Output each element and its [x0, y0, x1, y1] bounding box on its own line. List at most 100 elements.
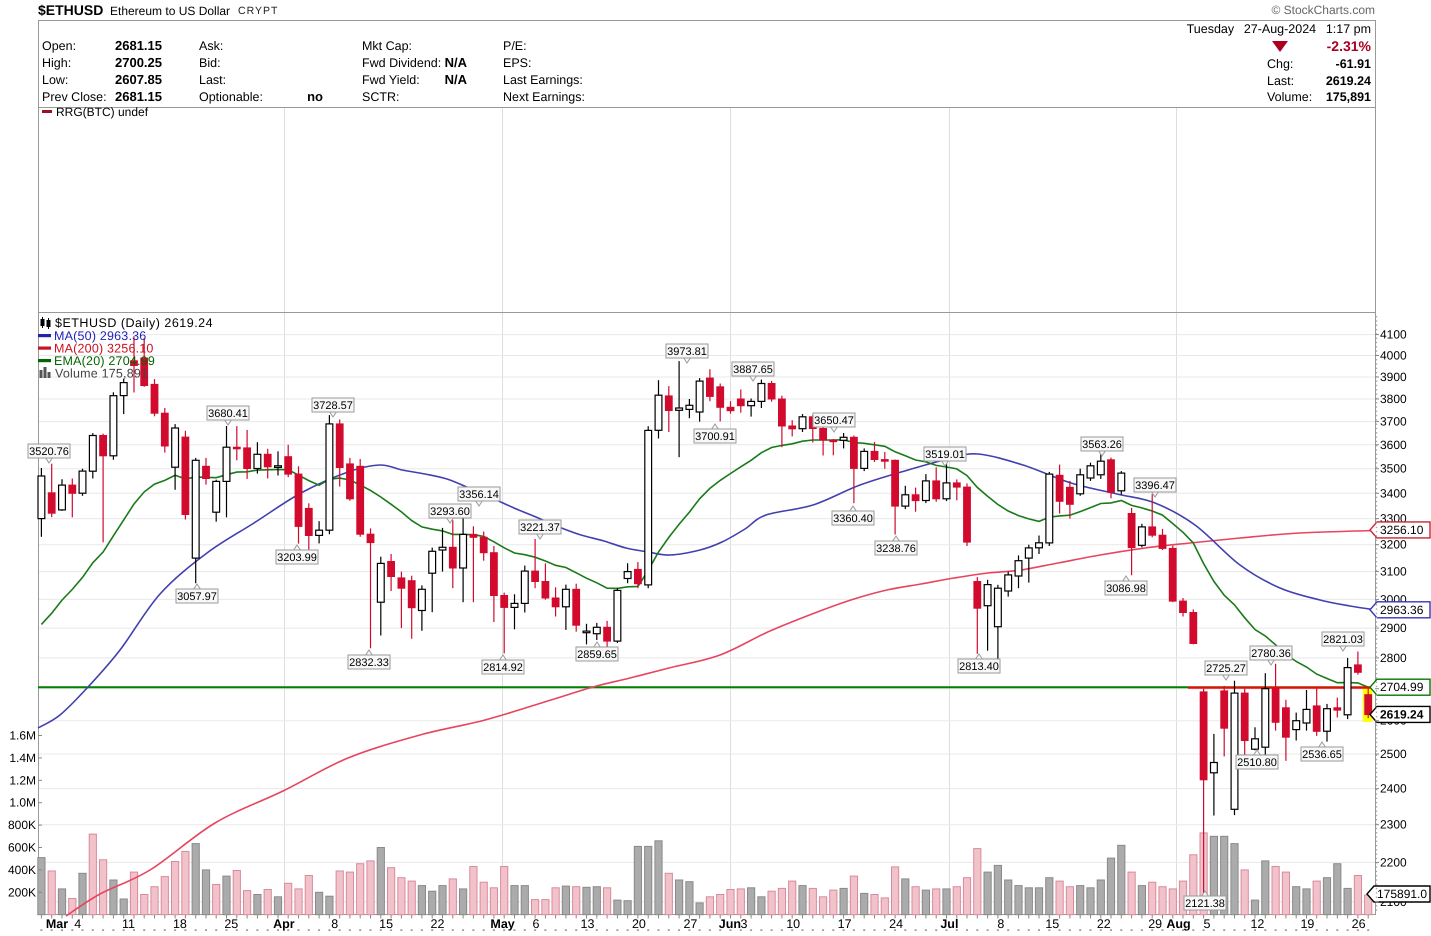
svg-text:1.6M: 1.6M [9, 729, 36, 743]
svg-text:19: 19 [1300, 917, 1314, 931]
svg-text:3360.40: 3360.40 [833, 513, 873, 525]
svg-text:3238.76: 3238.76 [876, 543, 916, 555]
svg-text:no: no [307, 89, 323, 104]
svg-text:2681.15: 2681.15 [115, 38, 162, 53]
svg-text:3600: 3600 [1380, 438, 1407, 452]
svg-text:4000: 4000 [1380, 349, 1407, 363]
svg-text:2619.24: 2619.24 [1380, 708, 1424, 722]
svg-text:3900: 3900 [1380, 370, 1407, 384]
svg-text:-61.91: -61.91 [1336, 57, 1371, 71]
svg-text:2681.15: 2681.15 [115, 89, 162, 104]
svg-text:3086.98: 3086.98 [1106, 583, 1146, 595]
svg-text:N/A: N/A [445, 72, 468, 87]
svg-text:2814.92: 2814.92 [483, 662, 523, 674]
svg-text:3800: 3800 [1380, 392, 1407, 406]
svg-text:© StockCharts.com: © StockCharts.com [1271, 3, 1375, 17]
svg-text:3680.41: 3680.41 [208, 408, 248, 420]
svg-text:2813.40: 2813.40 [959, 661, 999, 673]
svg-text:EMA(20) 2704.99: EMA(20) 2704.99 [54, 354, 155, 368]
svg-text:Low:: Low: [42, 73, 68, 87]
svg-text:3356.14: 3356.14 [459, 489, 499, 501]
svg-text:3520.76: 3520.76 [29, 446, 69, 458]
svg-text:2300: 2300 [1380, 818, 1407, 832]
svg-text:3: 3 [741, 917, 748, 931]
svg-text:2963.36: 2963.36 [1380, 603, 1424, 617]
svg-text:3396.47: 3396.47 [1135, 480, 1175, 492]
svg-text:2607.85: 2607.85 [115, 72, 162, 87]
svg-text:3650.47: 3650.47 [814, 415, 854, 427]
svg-text:3221.37: 3221.37 [520, 522, 560, 534]
svg-text:CRYPT: CRYPT [238, 5, 278, 17]
svg-text:10: 10 [786, 917, 800, 931]
svg-text:3200: 3200 [1380, 538, 1407, 552]
svg-text:15: 15 [379, 917, 393, 931]
svg-text:15: 15 [1045, 917, 1059, 931]
svg-text:1.0M: 1.0M [9, 796, 36, 810]
svg-text:2510.80: 2510.80 [1237, 757, 1277, 769]
svg-text:2725.27: 2725.27 [1206, 663, 1246, 675]
svg-text:24: 24 [889, 917, 903, 931]
svg-text:3293.60: 3293.60 [430, 506, 470, 518]
svg-text:EPS:: EPS: [503, 56, 532, 70]
svg-text:$ETHUSD (Daily) 2619.24: $ETHUSD (Daily) 2619.24 [55, 316, 213, 330]
svg-text:600K: 600K [8, 841, 36, 855]
svg-text:22: 22 [1097, 917, 1111, 931]
svg-text:18: 18 [173, 917, 187, 931]
svg-text:2704.99: 2704.99 [1380, 680, 1424, 694]
svg-text:Prev Close:: Prev Close: [42, 90, 107, 104]
svg-text:5: 5 [1204, 917, 1211, 931]
svg-text:8: 8 [331, 917, 338, 931]
svg-text:3519.01: 3519.01 [925, 449, 965, 461]
svg-text:400K: 400K [8, 863, 36, 877]
svg-text:Ask:: Ask: [199, 39, 223, 53]
svg-text:25: 25 [224, 917, 238, 931]
svg-text:2821.03: 2821.03 [1323, 634, 1363, 646]
svg-text:Optionable:: Optionable: [199, 90, 263, 104]
svg-text:2200: 2200 [1380, 855, 1407, 869]
svg-text:Next Earnings:: Next Earnings: [503, 90, 585, 104]
svg-text:22: 22 [431, 917, 445, 931]
svg-text:High:: High: [42, 56, 71, 70]
svg-text:20: 20 [632, 917, 646, 931]
svg-text:Mar: Mar [46, 917, 68, 931]
svg-text:2832.33: 2832.33 [349, 657, 389, 669]
svg-text:4: 4 [74, 917, 81, 931]
svg-text:May: May [490, 917, 514, 931]
svg-text:Mkt Cap:: Mkt Cap: [362, 39, 412, 53]
svg-text:2859.65: 2859.65 [577, 649, 617, 661]
svg-text:3563.26: 3563.26 [1082, 439, 1122, 451]
svg-text:3728.57: 3728.57 [313, 400, 353, 412]
svg-text:3700: 3700 [1380, 415, 1407, 429]
svg-text:Jul: Jul [940, 917, 958, 931]
svg-text:Volume:: Volume: [1267, 90, 1312, 104]
svg-text:MA(50) 2963.36: MA(50) 2963.36 [54, 329, 146, 343]
svg-text:175891.0: 175891.0 [1377, 887, 1427, 901]
svg-text:3100: 3100 [1380, 565, 1407, 579]
svg-text:6: 6 [533, 917, 540, 931]
svg-text:175,891: 175,891 [1326, 90, 1371, 104]
svg-text:3700.91: 3700.91 [695, 431, 735, 443]
svg-text:2400: 2400 [1380, 782, 1407, 796]
svg-text:RRG(BTC) undef: RRG(BTC) undef [56, 105, 149, 119]
svg-text:13: 13 [581, 917, 595, 931]
svg-text:3887.65: 3887.65 [733, 364, 773, 376]
svg-text:Bid:: Bid: [199, 56, 221, 70]
svg-text:Fwd Dividend:: Fwd Dividend: [362, 56, 441, 70]
svg-text:2700.25: 2700.25 [115, 55, 162, 70]
svg-text:27: 27 [683, 917, 697, 931]
svg-text:Ethereum to US Dollar: Ethereum to US Dollar [110, 4, 230, 18]
svg-text:800K: 800K [8, 818, 36, 832]
svg-text:29: 29 [1148, 917, 1162, 931]
svg-text:17: 17 [838, 917, 852, 931]
svg-text:4100: 4100 [1380, 328, 1407, 342]
svg-text:2536.65: 2536.65 [1302, 749, 1342, 761]
svg-text:Last:: Last: [199, 73, 226, 87]
svg-text:200K: 200K [8, 885, 36, 899]
svg-text:2900: 2900 [1380, 621, 1407, 635]
svg-text:Chg:: Chg: [1267, 57, 1293, 71]
svg-text:2800: 2800 [1380, 651, 1407, 665]
svg-text:Tuesday 27-Aug-2024 1:17 pm: Tuesday 27-Aug-2024 1:17 pm [1187, 22, 1371, 36]
svg-text:12: 12 [1250, 917, 1264, 931]
svg-text:1.2M: 1.2M [9, 773, 36, 787]
svg-text:3973.81: 3973.81 [667, 346, 707, 358]
